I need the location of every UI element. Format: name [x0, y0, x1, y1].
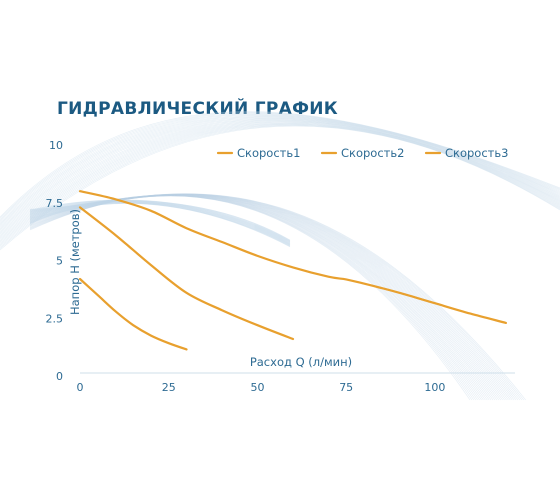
background-wave [29, 200, 291, 241]
y-tick-label: 10 [49, 139, 63, 152]
background-wave [29, 193, 517, 401]
background-wave [29, 195, 482, 401]
series-line-2 [78, 206, 295, 341]
background-wave [29, 194, 513, 401]
legend-label: Скорость2 [341, 146, 404, 160]
background-wave [29, 195, 480, 401]
background-wave [0, 124, 560, 247]
x-tick-label: 50 [250, 381, 264, 394]
legend: Скорость1 Скорость2 Скорость3 [216, 146, 508, 160]
background-wave [0, 120, 560, 236]
background-wave [29, 193, 515, 401]
x-tick-labels: 0 25 50 75 100 [77, 381, 446, 394]
x-tick-label: 25 [162, 381, 176, 394]
background-wave [29, 201, 291, 244]
y-tick-labels: 0 2.5 5 7.5 10 [46, 139, 64, 383]
background-wave [29, 203, 291, 247]
background-wave [29, 194, 494, 401]
background-wave [0, 111, 560, 218]
background-wave [0, 122, 560, 243]
background-wave [29, 193, 526, 401]
background-wave [29, 200, 291, 242]
background-wave [0, 121, 560, 239]
x-tick-label: 75 [339, 381, 353, 394]
background-wave [29, 199, 291, 241]
background-wave [0, 111, 560, 219]
background-wave [0, 114, 560, 223]
background-wave [0, 112, 560, 220]
x-axis-label: Расход Q (л/мин) [250, 355, 352, 369]
background-wave [0, 125, 560, 249]
background-wave [0, 118, 560, 232]
background-wave [29, 199, 291, 241]
background-wave [0, 113, 560, 222]
background-wave [29, 194, 490, 401]
background-wave [0, 115, 560, 227]
background-wave [29, 195, 488, 401]
background-wave [29, 200, 291, 242]
background-wave [0, 119, 560, 235]
series-line-1 [78, 277, 188, 351]
background-wave [29, 200, 291, 243]
background-wave [29, 202, 291, 246]
y-tick-label: 5 [56, 255, 63, 268]
background-wave [0, 115, 560, 226]
background-wave [0, 114, 560, 224]
background-wave [29, 193, 524, 401]
legend-label: Скорость3 [445, 146, 508, 160]
background-wave [29, 194, 492, 401]
background-wave [0, 123, 560, 245]
background-wave [0, 124, 560, 248]
background-wave [29, 202, 291, 245]
background-wave [29, 201, 291, 244]
background-wave [0, 125, 560, 251]
background-wave [29, 195, 478, 401]
background-wave [0, 122, 560, 241]
background-wave [29, 201, 291, 245]
background-wave [29, 202, 291, 247]
background-wave [29, 202, 291, 247]
background-wave [29, 201, 291, 243]
chart-title: ГИДРАВЛИЧЕСКИЙ ГРАФИК [57, 99, 338, 119]
background-wave [0, 116, 560, 228]
background-wave [0, 120, 560, 238]
background-wave [29, 195, 475, 401]
background-wave [29, 201, 291, 244]
background-wave [29, 201, 291, 245]
y-tick-label: 2.5 [46, 312, 64, 325]
background-wave [29, 202, 291, 246]
x-tick-label: 0 [77, 381, 84, 394]
background-wave [29, 195, 473, 401]
background-wave [0, 117, 560, 231]
y-tick-label: 0 [56, 370, 63, 383]
background-wave [29, 203, 291, 248]
background-wave [0, 118, 560, 234]
background-wave [29, 195, 477, 401]
background-wave [29, 194, 511, 401]
series-line-3 [78, 190, 507, 324]
y-axis-label: Напор H (метров) [68, 209, 82, 315]
background-wave [29, 195, 486, 401]
background-wave [0, 123, 560, 244]
background-wave [0, 121, 560, 240]
background-wave [0, 117, 560, 230]
background-wave [29, 195, 484, 401]
background-wave [29, 200, 291, 243]
series-lines [78, 190, 507, 351]
legend-label: Скорость1 [237, 146, 300, 160]
y-tick-label: 7.5 [46, 197, 64, 210]
x-tick-label: 100 [424, 381, 445, 394]
background-wave [29, 195, 471, 401]
